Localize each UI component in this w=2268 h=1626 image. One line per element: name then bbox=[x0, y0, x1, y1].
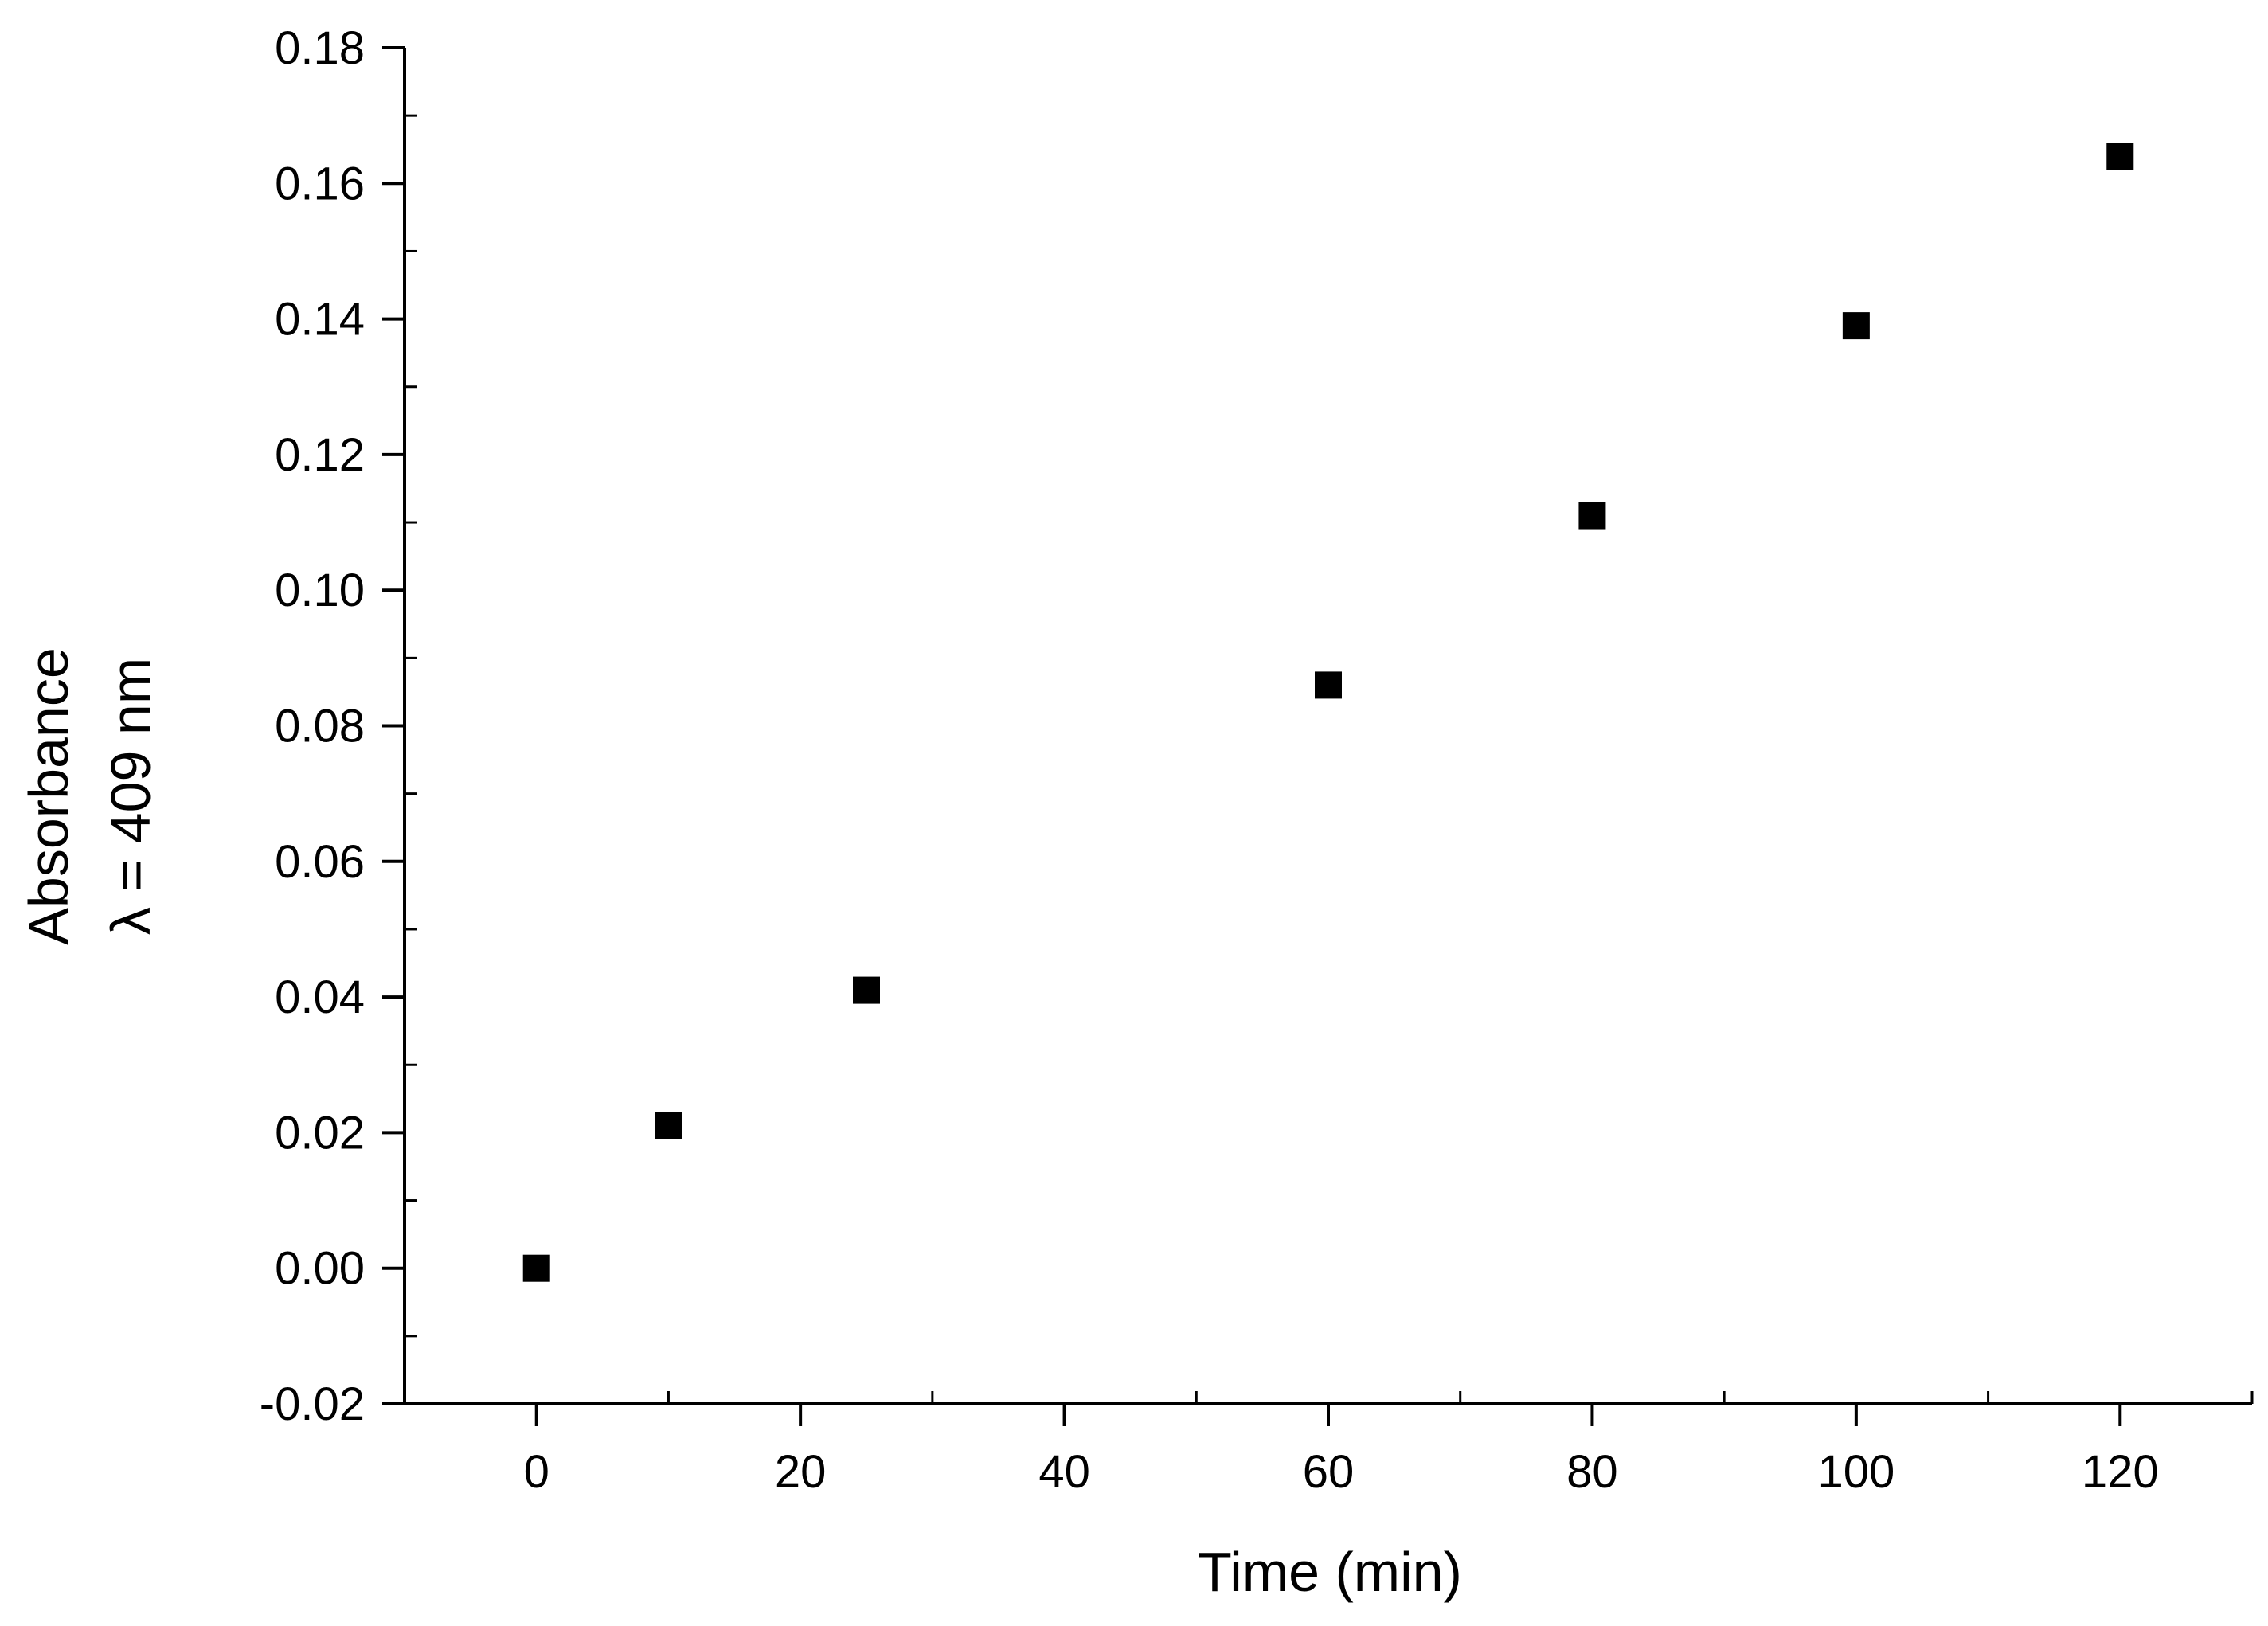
x-tick-label: 0 bbox=[524, 1446, 549, 1498]
x-tick-label: 100 bbox=[1817, 1446, 1895, 1498]
y-tick-label: 0.18 bbox=[275, 22, 365, 74]
x-tick-label: 60 bbox=[1303, 1446, 1355, 1498]
x-tick-label: 20 bbox=[775, 1446, 827, 1498]
y-tick-label: 0.00 bbox=[275, 1243, 365, 1295]
data-point bbox=[2106, 143, 2134, 170]
y-axis-title-line-2: λ = 409 nm bbox=[100, 658, 162, 935]
x-tick-label: 120 bbox=[2082, 1446, 2159, 1498]
y-tick-label: -0.02 bbox=[260, 1378, 365, 1430]
data-point bbox=[655, 1112, 682, 1139]
axis-ticks bbox=[382, 46, 2254, 1426]
data-points bbox=[522, 143, 2134, 1282]
data-point bbox=[853, 976, 880, 1004]
x-tick-label: 40 bbox=[1038, 1446, 1090, 1498]
y-tick-label: 0.14 bbox=[275, 294, 365, 346]
x-tick-label: 80 bbox=[1566, 1446, 1618, 1498]
data-point bbox=[1842, 312, 1870, 340]
y-tick-label: 0.12 bbox=[275, 429, 365, 481]
y-tick-label: 0.16 bbox=[275, 158, 365, 209]
y-tick-label: 0.10 bbox=[275, 565, 365, 616]
y-tick-label: 0.06 bbox=[275, 836, 365, 888]
data-point bbox=[1578, 502, 1606, 530]
x-axis-title: Time (min) bbox=[1198, 1541, 1462, 1603]
y-tick-label: 0.08 bbox=[275, 701, 365, 752]
y-tick-label: 0.02 bbox=[275, 1107, 365, 1159]
y-axis-title-line-1: Absorbance bbox=[18, 647, 80, 945]
data-point bbox=[1315, 671, 1342, 699]
y-tick-label: 0.04 bbox=[275, 971, 365, 1023]
data-point bbox=[522, 1254, 550, 1282]
axes bbox=[403, 48, 2252, 1405]
tick-labels: -0.02 0.00 0.02 0.04 0.06 0.08 0.10 0.12 0.14 0.1… bbox=[260, 22, 2159, 1498]
